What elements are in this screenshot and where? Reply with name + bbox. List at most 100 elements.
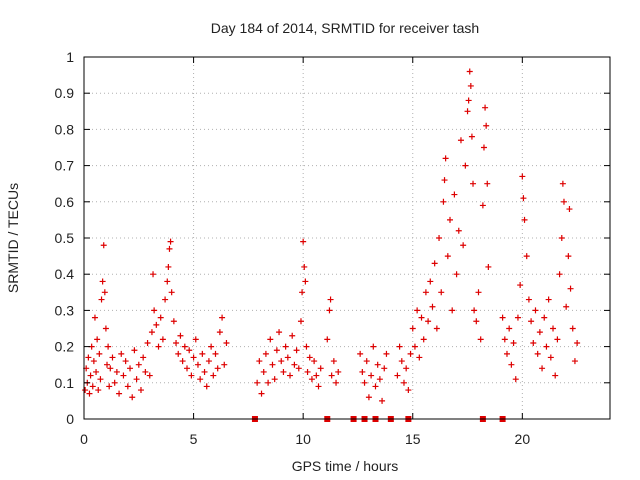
- data-point-marker: [170, 318, 177, 325]
- data-point-marker: [335, 368, 342, 375]
- data-point-marker: [173, 339, 180, 346]
- data-point-marker: [480, 144, 487, 151]
- chart-title: Day 184 of 2014, SRMTID for receiver tas…: [211, 20, 479, 36]
- data-point-marker: [168, 289, 175, 296]
- data-point-marker: [287, 372, 294, 379]
- y-tick-label: 0: [66, 411, 74, 427]
- data-point-marker: [558, 235, 565, 241]
- data-point-marker: [326, 307, 333, 314]
- data-point-marker: [547, 354, 554, 361]
- data-point-marker: [563, 303, 570, 310]
- data-point-marker: [383, 350, 390, 357]
- y-tick-label: 0.6: [55, 194, 75, 210]
- data-point-marker: [552, 372, 559, 379]
- data-point-marker: [269, 361, 276, 368]
- data-point-marker: [295, 365, 302, 372]
- data-point-marker: [420, 336, 427, 343]
- data-point-marker: [425, 318, 432, 325]
- data-point-marker: [482, 104, 489, 111]
- data-point-marker: [101, 289, 108, 296]
- data-point-marker: [221, 361, 228, 368]
- data-point-marker: [282, 343, 289, 350]
- data-point-marker: [262, 350, 269, 357]
- x-tick-label: 0: [80, 431, 88, 447]
- data-point-marker: [289, 332, 296, 339]
- data-point-marker: [462, 162, 469, 169]
- data-point-marker: [87, 372, 94, 379]
- data-point-marker: [409, 325, 416, 332]
- data-point-marker: [324, 336, 331, 343]
- data-point-marker: [267, 336, 274, 343]
- data-point-marker: [137, 387, 144, 394]
- data-point-marker: [100, 242, 107, 249]
- data-point-marker: [545, 296, 552, 303]
- data-point-marker: [368, 372, 375, 379]
- data-point-marker: [451, 191, 458, 198]
- data-point-marker: [438, 289, 445, 296]
- data-point-marker: [293, 347, 300, 354]
- data-point-marker: [155, 343, 162, 350]
- data-point-marker: [273, 347, 280, 354]
- data-point-marker: [520, 195, 527, 202]
- data-point-marker: [521, 216, 528, 223]
- y-tick-label: 0.5: [55, 230, 75, 246]
- data-point-marker: [133, 376, 140, 383]
- y-axis-label: SRMTID / TECUs: [5, 183, 21, 293]
- data-point-marker: [429, 303, 436, 310]
- data-point-marker: [140, 354, 147, 361]
- data-point-marker: [441, 177, 448, 184]
- data-point-marker: [471, 307, 478, 314]
- data-point-marker: [512, 376, 519, 383]
- data-point-marker: [150, 271, 157, 278]
- data-point-marker: [144, 339, 151, 346]
- data-point-marker: [532, 307, 539, 314]
- data-point-marker: [328, 372, 335, 379]
- data-point-marker: [177, 332, 184, 339]
- data-point-marker: [407, 350, 414, 357]
- data-point-marker: [485, 263, 492, 270]
- data-point-marker: [265, 379, 272, 386]
- data-point-marker: [523, 253, 530, 260]
- data-point-marker: [157, 314, 164, 321]
- data-point-marker: [460, 242, 467, 249]
- data-point-marker: [554, 336, 561, 343]
- data-point-marker: [506, 325, 513, 332]
- data-point-marker: [205, 358, 212, 365]
- data-point-marker: [571, 358, 578, 365]
- data-point-marker: [559, 180, 566, 187]
- data-point-marker: [86, 390, 93, 397]
- data-point-marker: [91, 314, 98, 321]
- data-point-marker: [394, 372, 401, 379]
- data-point-marker: [223, 339, 230, 346]
- x-tick-label: 5: [190, 431, 198, 447]
- data-point-marker: [313, 372, 320, 379]
- data-point-marker: [111, 379, 118, 386]
- data-point-marker: [539, 365, 546, 372]
- data-point-marker: [165, 263, 172, 270]
- data-point-marker: [164, 278, 171, 285]
- data-point-marker: [166, 245, 173, 252]
- data-point-marker: [422, 289, 429, 296]
- grid-lines: [84, 57, 610, 419]
- data-point-marker: [370, 343, 377, 350]
- data-point-marker: [203, 383, 210, 390]
- data-point-marker: [530, 339, 537, 346]
- y-tick-label: 0.9: [55, 85, 75, 101]
- data-point-marker: [122, 358, 129, 365]
- data-point-marker: [90, 358, 97, 365]
- data-point-marker: [135, 361, 142, 368]
- data-point-marker: [315, 383, 322, 390]
- data-point-marker: [464, 108, 471, 115]
- data-point-marker: [403, 365, 410, 372]
- data-point-marker: [517, 282, 524, 289]
- data-point-marker: [99, 278, 106, 285]
- data-point-marker: [199, 350, 206, 357]
- data-point-marker: [89, 383, 96, 390]
- data-point-marker: [411, 343, 418, 350]
- data-point-marker: [468, 133, 475, 140]
- data-point-marker: [467, 82, 474, 89]
- data-point-marker: [484, 180, 491, 187]
- data-point-marker: [97, 376, 104, 383]
- data-point-marker: [291, 361, 298, 368]
